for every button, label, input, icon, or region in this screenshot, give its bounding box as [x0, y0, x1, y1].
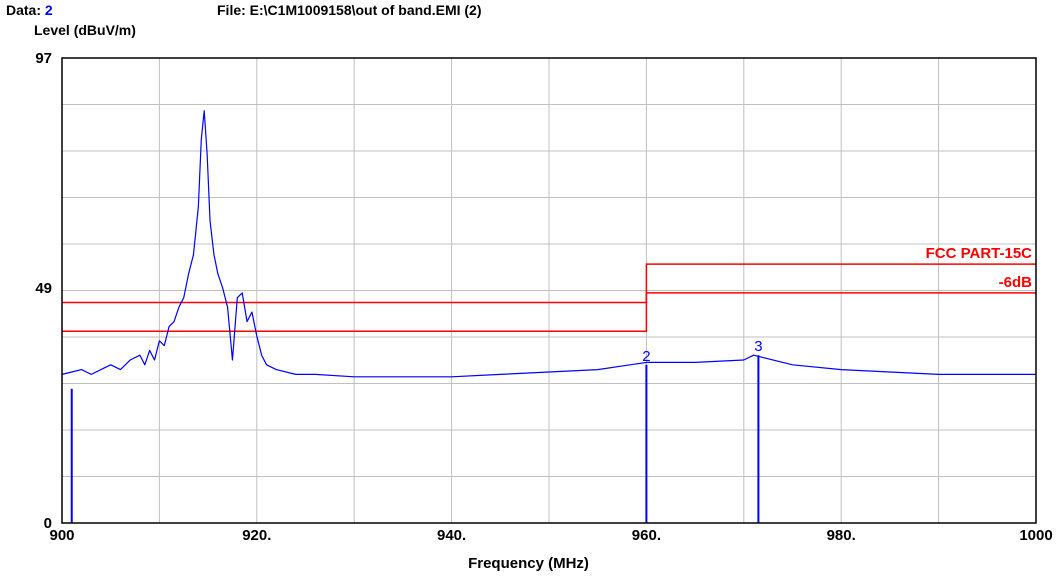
limit-line: [62, 263, 1036, 304]
x-tick-label: 960.: [632, 527, 661, 544]
x-axis-label: Frequency (MHz): [468, 555, 589, 572]
file-path: File: E:\C1M1009158\out of band.EMI (2): [217, 2, 482, 18]
y-axis-label: Level (dBuV/m): [34, 22, 136, 38]
limit-label: -6dB: [999, 274, 1033, 291]
data-indicator: Data: 2: [6, 2, 53, 18]
limit-lines: FCC PART-15C -6dB: [62, 245, 1036, 332]
x-tick-label: 940.: [437, 527, 466, 544]
x-tick-label: 900: [49, 527, 74, 544]
x-tick-label: 980.: [827, 527, 856, 544]
limit-label: FCC PART-15C: [926, 245, 1033, 262]
trace: [61, 110, 1036, 378]
marker-label: 3: [754, 338, 762, 355]
plot-border: [61, 57, 1037, 524]
x-tick-label: 920.: [242, 527, 271, 544]
axis-ticks: 900 920. 940. 960. 980. 1000 97 49 0: [35, 50, 1052, 544]
grid: [62, 58, 1036, 523]
y-tick-label: 0: [44, 515, 52, 532]
trace-line: [61, 110, 1036, 378]
limit-line: [62, 292, 1036, 332]
marker-label: 2: [642, 348, 650, 365]
data-label: Data:: [6, 2, 42, 18]
y-tick-label: 49: [35, 280, 52, 297]
y-tick-label: 97: [35, 50, 52, 67]
data-value: 2: [44, 2, 53, 18]
x-tick-label: 1000: [1019, 527, 1052, 544]
markers: 23: [70, 338, 763, 523]
